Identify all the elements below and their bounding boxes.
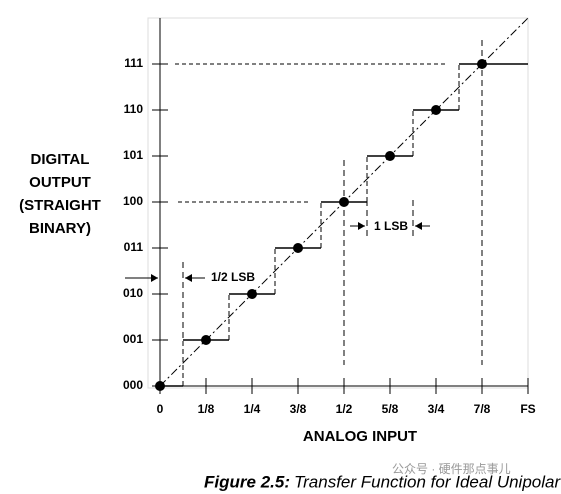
x-tick-label: 0 [157, 402, 164, 416]
y-tick-label: 110 [124, 102, 144, 116]
y-axis-label: BINARY) [29, 220, 91, 237]
x-tick-label: FS [520, 402, 535, 416]
x-tick-label: 5/8 [382, 402, 399, 416]
caption-label: Figure 2.5: [204, 472, 290, 491]
y-tick-label: 000 [123, 378, 143, 392]
x-tick-label: 7/8 [474, 402, 491, 416]
x-tick-label: 3/4 [428, 402, 445, 416]
x-tick-label: 1/8 [198, 402, 215, 416]
data-point [247, 289, 257, 299]
data-point [339, 197, 349, 207]
data-point [201, 335, 211, 345]
data-point [293, 243, 303, 253]
y-axis-label: DIGITAL [31, 151, 90, 168]
annotation: 1/2 LSB [211, 270, 255, 284]
x-axis-label: ANALOG INPUT [303, 428, 417, 445]
x-tick-label: 1/4 [244, 402, 261, 416]
data-point [431, 105, 441, 115]
arrow-head [358, 222, 365, 230]
y-tick-label: 010 [123, 286, 143, 300]
data-point [477, 59, 487, 69]
data-point [155, 381, 165, 391]
arrow-head [415, 222, 422, 230]
watermark: 公众号 · 硬件那点事儿 [392, 462, 511, 476]
arrow-head [151, 274, 158, 282]
arrow-head [185, 274, 192, 282]
y-tick-label: 100 [123, 194, 143, 208]
y-tick-label: 101 [123, 148, 143, 162]
x-tick-label: 1/2 [336, 402, 353, 416]
caption: Transfer Function for Ideal Unipolar 3-b… [294, 472, 561, 491]
y-tick-label: 001 [123, 332, 143, 346]
annotation: 1 LSB [374, 219, 408, 233]
x-tick-label: 3/8 [290, 402, 307, 416]
y-tick-label: 011 [124, 240, 144, 254]
y-tick-label: 111 [124, 56, 143, 70]
data-point [385, 151, 395, 161]
y-axis-label: (STRAIGHT [19, 197, 101, 214]
y-axis-label: OUTPUT [29, 174, 91, 191]
frame [147, 17, 529, 389]
